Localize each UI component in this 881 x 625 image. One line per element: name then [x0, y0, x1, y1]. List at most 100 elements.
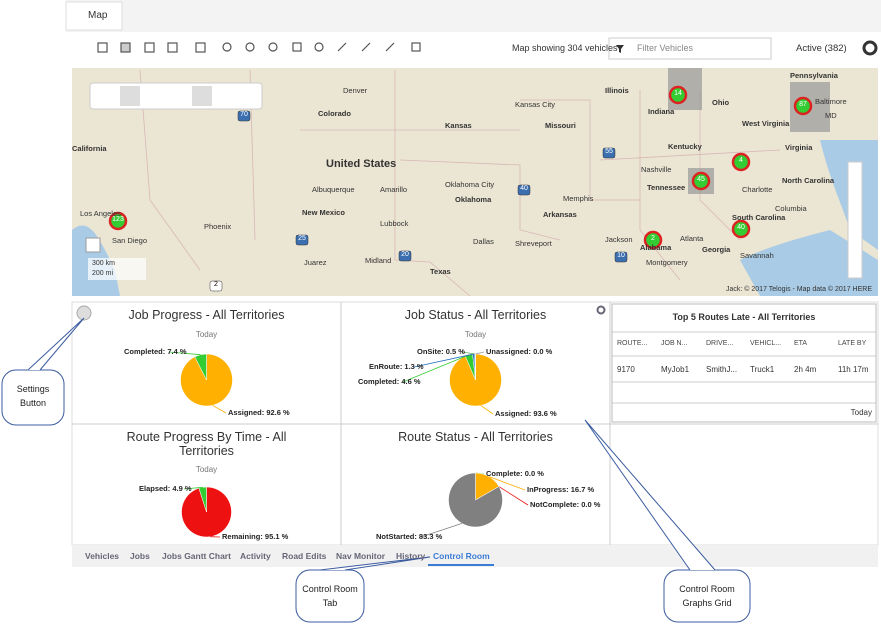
settings-gear[interactable]	[862, 40, 878, 56]
vehicle-cluster	[731, 152, 751, 172]
map-label: Pennsylvania	[790, 71, 838, 80]
cluster-count[interactable]: 14	[674, 90, 682, 97]
scale-label: 300 km	[92, 260, 115, 267]
vehicle-cluster	[643, 230, 663, 250]
active-tool[interactable]	[192, 86, 212, 106]
panel-title: Job Progress - All Territories	[128, 308, 285, 322]
vehicle-cluster	[668, 85, 688, 105]
bottom-tab[interactable]: Jobs Gantt Chart	[162, 551, 231, 561]
column-header[interactable]: LATE BY	[838, 340, 867, 347]
column-header[interactable]: JOB N...	[661, 340, 688, 347]
map-label: Amarillo	[380, 185, 408, 194]
highway-shield	[209, 280, 223, 292]
bottom-tab[interactable]: Vehicles	[85, 551, 120, 561]
column-header[interactable]: DRIVE...	[706, 340, 734, 347]
bottom-tab[interactable]: Activity	[240, 551, 271, 561]
map-label: San Diego	[112, 236, 148, 245]
leader-line	[168, 351, 201, 356]
map-label: Kentucky	[668, 142, 702, 151]
table-cell: MyJob1	[661, 365, 690, 374]
slice-label: Elapsed: 4.9 %	[139, 484, 192, 493]
bottom-tab[interactable]: Nav Monitor	[336, 551, 386, 561]
slice-label: Assigned: 93.6 %	[495, 409, 557, 418]
highway-number: 55	[605, 148, 613, 155]
slice-label: OnSite: 0.5 %	[417, 347, 465, 356]
map-label: Lubbock	[380, 219, 409, 228]
cluster-count[interactable]: 40	[737, 224, 745, 231]
table-frame	[611, 303, 877, 423]
map-label: Alabama	[640, 243, 672, 252]
panel-subtitle: Today	[195, 465, 218, 474]
leader-line	[488, 476, 526, 491]
cluster-count[interactable]: 2	[651, 235, 655, 242]
highway-shield	[295, 234, 309, 246]
map-label: Illinois	[605, 86, 629, 95]
map-label: South Carolina	[732, 213, 786, 222]
map-label: Ohio	[712, 98, 730, 107]
column-header[interactable]: ROUTE...	[617, 340, 648, 347]
leader-line	[183, 486, 203, 490]
leader-line	[413, 353, 474, 368]
map-label: Phoenix	[204, 222, 232, 231]
map-label: Memphis	[563, 194, 594, 203]
leader-line	[498, 486, 529, 506]
map-label: California	[72, 144, 107, 153]
bottom-tab[interactable]: Jobs	[130, 551, 150, 561]
callouts	[1, 317, 751, 623]
map-label: Missouri	[545, 121, 576, 130]
active-filter[interactable]: Active (382)	[796, 43, 847, 54]
cluster-count[interactable]: 4	[739, 157, 743, 164]
filter-placeholder[interactable]: Filter Vehicles	[637, 43, 694, 53]
panel-title: Route Status - All Territories	[398, 430, 553, 444]
bottom-tab[interactable]: Road Edits	[282, 551, 327, 561]
map-label: Indiana	[648, 107, 675, 116]
map-label: Texas	[430, 267, 451, 276]
panel-gear[interactable]	[596, 305, 606, 315]
cluster-count[interactable]: 123	[112, 216, 124, 223]
map-label: Charlotte	[742, 185, 773, 194]
map-tools[interactable]	[89, 82, 263, 110]
map-label: Kansas City	[515, 100, 556, 109]
column-header[interactable]: ETA	[794, 340, 808, 347]
tab-title[interactable]: Map	[88, 10, 108, 21]
leader-line	[475, 351, 485, 355]
pie-slice	[448, 472, 503, 528]
settings-button[interactable]	[76, 305, 92, 321]
bottom-tab[interactable]: History	[396, 551, 426, 561]
map-label: North Carolina	[782, 176, 835, 185]
scale-label: 200 mi	[92, 270, 114, 277]
zoom-slider[interactable]	[847, 161, 863, 279]
leader-line	[420, 522, 463, 538]
active-tool[interactable]	[120, 86, 140, 106]
table-cell: 11h 17m	[838, 365, 869, 374]
map-label: Arkansas	[543, 210, 577, 219]
pie-slice	[180, 353, 233, 407]
cluster-count[interactable]: 45	[697, 176, 705, 183]
filter-box[interactable]	[608, 37, 772, 60]
map-label: Oklahoma City	[445, 180, 495, 189]
map-attribution: Jack: © 2017 Telogis - Map data © 2017 H…	[726, 286, 872, 293]
map-label: Los Angeles	[80, 209, 121, 218]
vehicle-cluster	[108, 211, 128, 231]
map-label: Juarez	[304, 258, 327, 267]
map-label: Jackson	[605, 235, 633, 244]
map-tab[interactable]	[65, 1, 123, 31]
map-label: Oklahoma	[455, 195, 492, 204]
toolbar-icons[interactable]	[97, 42, 421, 53]
annotation: Control Room Graphs Grid	[679, 584, 735, 608]
map-label: Shreveport	[515, 239, 552, 248]
map-label: Colorado	[318, 109, 351, 118]
highway-shield	[237, 110, 251, 122]
expand-button[interactable]	[85, 237, 101, 253]
bottom-tab[interactable]: Control Room	[433, 551, 490, 561]
panel-subtitle: Today	[464, 330, 487, 339]
highway-number: 25	[298, 235, 306, 242]
slice-label: NotComplete: 0.0 %	[530, 500, 601, 509]
highway-shield	[398, 250, 412, 262]
highway-shield	[614, 251, 628, 263]
cluster-count[interactable]: 87	[799, 101, 807, 108]
slice-label: Completed: 4.6 %	[358, 377, 421, 386]
column-header[interactable]: VEHICL...	[750, 340, 782, 347]
leader-line	[461, 351, 476, 355]
map-label: Tennessee	[647, 183, 686, 192]
